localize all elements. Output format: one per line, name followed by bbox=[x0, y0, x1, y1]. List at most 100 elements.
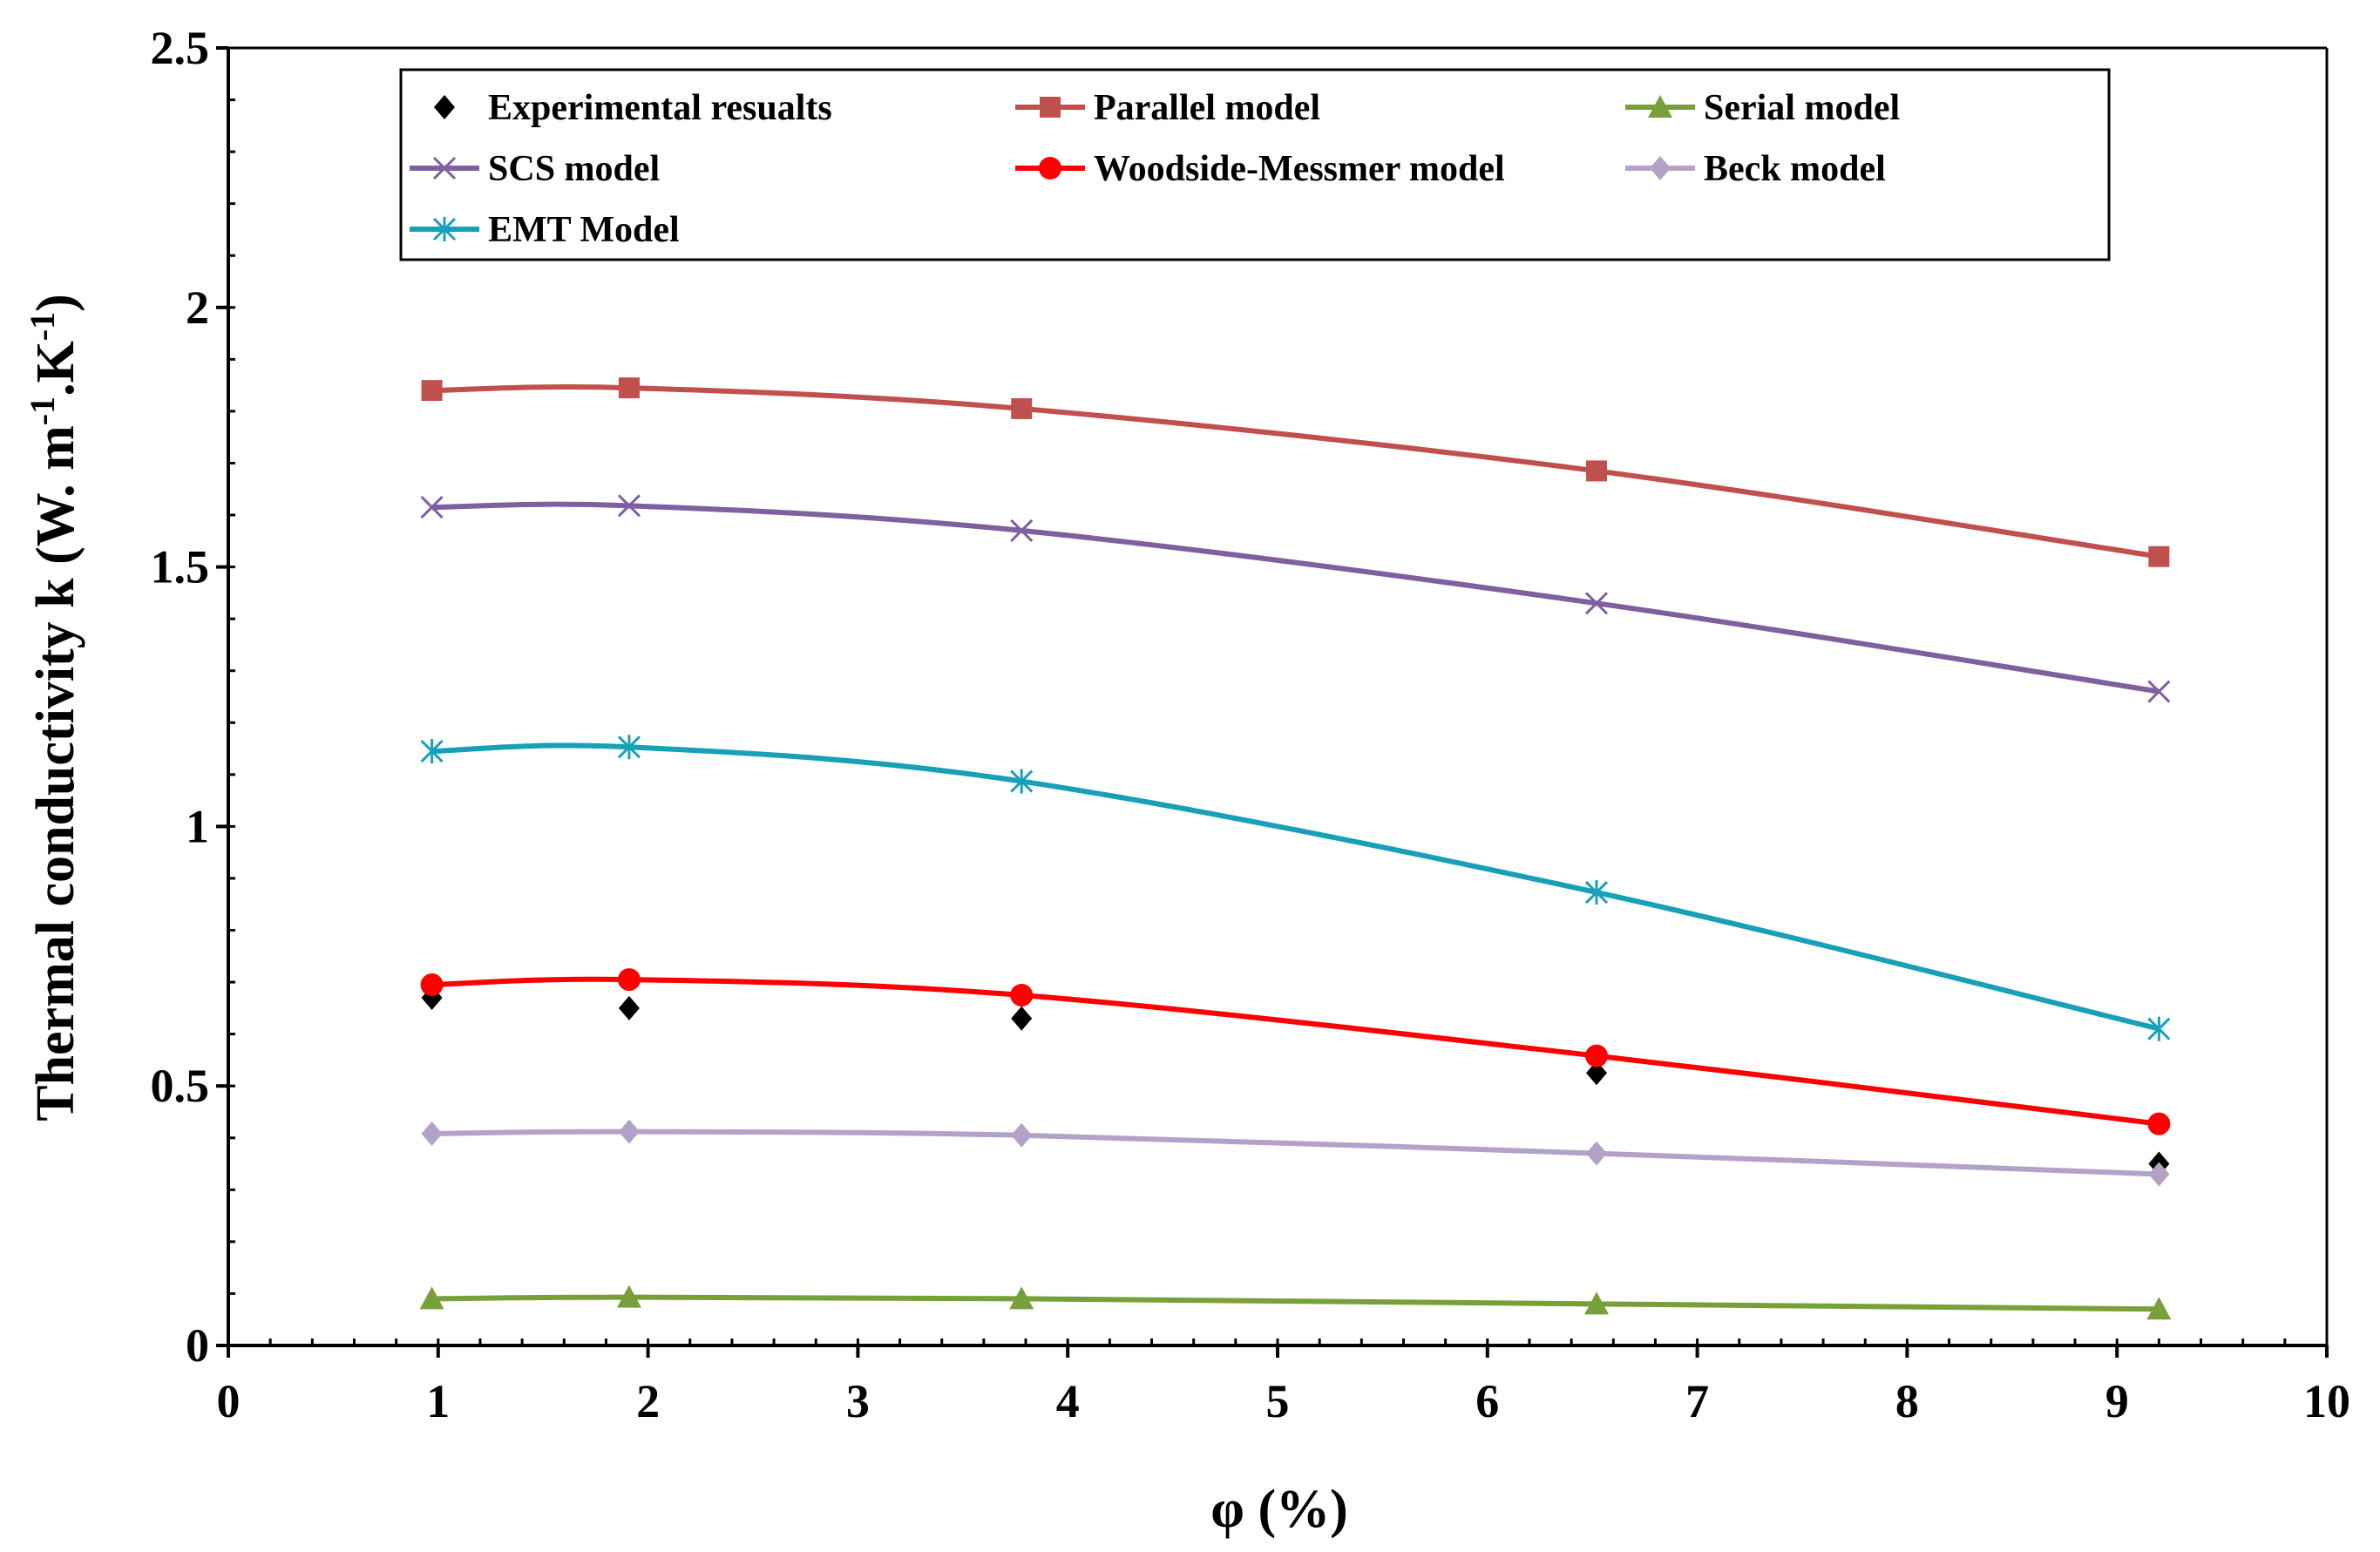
data-point-scs-model-stroke bbox=[1584, 592, 1609, 615]
data-point-beck-model bbox=[1586, 1141, 1608, 1166]
data-point-parallel-model bbox=[618, 377, 640, 399]
x-tick-label: 0 bbox=[217, 1375, 241, 1427]
x-tick-label: 10 bbox=[2303, 1375, 2350, 1427]
axes-layer: 0 0.5 1 1.5 2 2.5 0 1 2 3 4 5 6 7 8 9 10 bbox=[151, 22, 2351, 1427]
y-axis-title: Thermal conductivity k (W. m-1.K-1) bbox=[23, 294, 86, 1122]
y-axis-title-sup2: -1 bbox=[23, 312, 62, 341]
data-point-scs-model-stroke bbox=[1010, 518, 1034, 542]
series-emt-model bbox=[420, 735, 2171, 1041]
legend-box bbox=[399, 68, 2111, 261]
data-point-parallel-model bbox=[1586, 460, 1608, 482]
data-point-experimental-resualts bbox=[618, 995, 640, 1020]
data-point-scs-model-stroke bbox=[420, 496, 444, 519]
data-point-scs-model-stroke bbox=[2147, 680, 2171, 703]
x-tick-label: 3 bbox=[846, 1375, 870, 1427]
legend-entry-parallel-model: Parallel model bbox=[1015, 88, 1320, 128]
legend-entry-woodside-messmer-model: Woodside-Messmer model bbox=[1015, 149, 1505, 189]
data-point-emt-model bbox=[617, 735, 641, 760]
data-point-scs-model-stroke bbox=[617, 494, 641, 518]
legend-entry-experimental-resualts: Experimental resualts bbox=[434, 88, 832, 128]
data-point-experimental-resualts bbox=[1586, 1061, 1608, 1086]
data-point-emt-model bbox=[2147, 1016, 2171, 1041]
legend-entry-emt-model: EMT Model bbox=[410, 210, 680, 250]
data-point-woodside-messmer-model bbox=[617, 968, 641, 992]
y-axis-title-mid: .K bbox=[26, 341, 85, 396]
x-tick-label: 9 bbox=[2105, 1375, 2129, 1427]
series-line-parallel-model bbox=[431, 384, 2160, 559]
legend-label: Woodside-Messmer model bbox=[1094, 149, 1505, 189]
x-tick-label: 4 bbox=[1056, 1375, 1080, 1427]
legend-label: SCS model bbox=[488, 149, 660, 189]
legend: Experimental resualts Parallel model Seria… bbox=[399, 68, 2111, 261]
legend-marker bbox=[432, 217, 457, 241]
series-line-serial-model bbox=[431, 1294, 2160, 1312]
data-point-beck-model bbox=[421, 1121, 443, 1146]
data-point-serial-model bbox=[1584, 1291, 1610, 1315]
data-point-scs-model bbox=[1010, 518, 1034, 542]
legend-marker bbox=[434, 95, 455, 119]
x-tick-label: 5 bbox=[1266, 1375, 1290, 1427]
series-line-beck-model bbox=[431, 1128, 2160, 1177]
legend-marker-stroke bbox=[432, 156, 457, 180]
x-tick-label: 6 bbox=[1475, 1375, 1499, 1427]
data-point-serial-model bbox=[1009, 1286, 1034, 1310]
y-axis-title-sup1: -1 bbox=[23, 396, 62, 425]
y-tick-label: 2.5 bbox=[151, 22, 210, 74]
series-woodside-messmer-model bbox=[420, 968, 2171, 1135]
series-layer bbox=[419, 377, 2172, 1320]
data-point-scs-model bbox=[420, 496, 444, 519]
legend-marker bbox=[1650, 156, 1671, 180]
data-point-emt-model bbox=[1010, 769, 1034, 794]
series-line-emt-model bbox=[431, 742, 2160, 1032]
x-axis-title: φ (%) bbox=[1210, 1480, 1347, 1539]
legend-marker bbox=[1039, 157, 1061, 180]
legend-label: Parallel model bbox=[1094, 88, 1320, 128]
data-point-woodside-messmer-model bbox=[1585, 1044, 1609, 1067]
data-point-scs-model bbox=[2147, 680, 2171, 703]
data-point-parallel-model bbox=[1011, 397, 1033, 419]
series-scs-model bbox=[420, 494, 2171, 703]
series-line-woodside-messmer-model bbox=[431, 976, 2160, 1127]
legend-marker bbox=[432, 156, 457, 180]
legend-entry-scs-model: SCS model bbox=[410, 149, 660, 189]
legend-label: Serial model bbox=[1704, 88, 1900, 128]
data-point-beck-model bbox=[618, 1119, 640, 1144]
y-tick-label: 0.5 bbox=[151, 1060, 210, 1112]
data-point-emt-model bbox=[1584, 880, 1609, 905]
x-tick-label: 1 bbox=[426, 1375, 450, 1427]
legend-entry-beck-model: Beck model bbox=[1625, 149, 1886, 189]
y-tick-label: 0 bbox=[186, 1319, 209, 1372]
data-point-serial-model bbox=[2146, 1297, 2172, 1320]
legend-label: Beck model bbox=[1704, 149, 1886, 189]
x-tick-label: 8 bbox=[1895, 1375, 1919, 1427]
data-point-beck-model bbox=[1011, 1122, 1033, 1148]
data-point-beck-model bbox=[2148, 1162, 2170, 1187]
data-point-scs-model bbox=[1584, 592, 1609, 615]
data-point-serial-model bbox=[616, 1284, 641, 1308]
x-tick-label: 7 bbox=[1685, 1375, 1709, 1427]
legend-marker bbox=[1040, 97, 1061, 118]
series-line-scs-model bbox=[431, 501, 2160, 695]
y-tick-label: 1.5 bbox=[151, 541, 210, 593]
data-point-serial-model bbox=[419, 1286, 444, 1310]
y-axis-title-main: Thermal conductivity k (W. m bbox=[26, 425, 85, 1122]
data-point-woodside-messmer-model bbox=[2147, 1112, 2171, 1135]
data-point-emt-model bbox=[420, 739, 444, 764]
legend-entry-serial-model: Serial model bbox=[1625, 88, 1900, 128]
series-serial-model bbox=[419, 1284, 2172, 1320]
data-point-parallel-model bbox=[2148, 546, 2170, 567]
data-point-experimental-resualts bbox=[1011, 1006, 1033, 1031]
series-parallel-model bbox=[421, 377, 2170, 567]
x-tick-label: 2 bbox=[636, 1375, 660, 1427]
legend-label: EMT Model bbox=[488, 210, 680, 250]
data-point-scs-model bbox=[617, 494, 641, 518]
legend-label: Experimental resualts bbox=[488, 88, 832, 128]
series-beck-model bbox=[421, 1119, 2170, 1187]
data-point-parallel-model bbox=[421, 380, 443, 402]
y-axis-title-end: ) bbox=[26, 294, 85, 312]
legend-marker bbox=[1648, 95, 1672, 118]
y-tick-label: 1 bbox=[186, 800, 209, 852]
y-tick-label: 2 bbox=[186, 281, 209, 334]
data-point-woodside-messmer-model bbox=[420, 973, 444, 997]
